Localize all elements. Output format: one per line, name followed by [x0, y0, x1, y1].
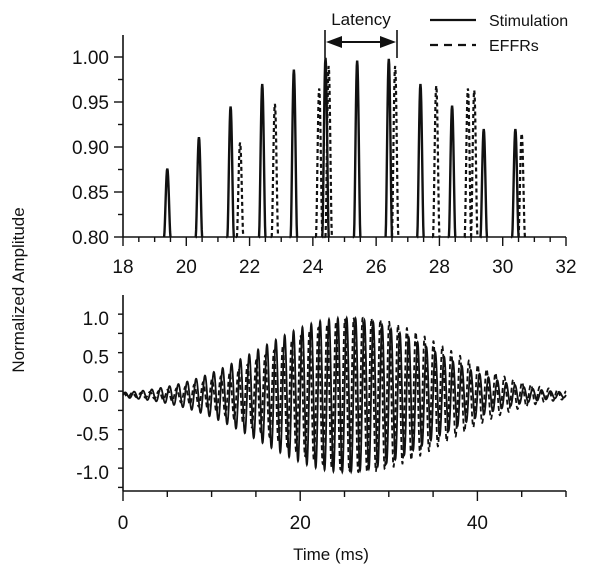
bottom-y-tick-label: 1.0: [83, 309, 109, 330]
top-x-tick-label: 20: [176, 257, 197, 278]
bottom-x-tick-label: 40: [467, 513, 488, 534]
legend-label-stimulation: Stimulation: [489, 13, 568, 30]
top-x-tick-label: 32: [555, 257, 576, 278]
legend-label-effrs: EFFRs: [489, 38, 539, 55]
top-ticks: 18 20 22 24 26 28 30 32 0.80 0.85 0.90 0.95 1.00: [72, 48, 577, 278]
top-x-tick-label: 28: [429, 257, 450, 278]
bottom-ticks: 0 20 40 -1.0 -0.5 0.0 0.5 1.0: [76, 309, 567, 534]
top-panel: 18 20 22 24 26 28 30 32 0.80 0.85 0.90 0.95 1.00 Lat…: [72, 10, 577, 278]
bottom-x-tick-label: 20: [290, 513, 311, 534]
latency-arrow-right-head: [380, 36, 396, 48]
top-peak-stimulation-7: [384, 58, 394, 238]
top-y-tick-label: 0.90: [72, 138, 109, 159]
top-peak-stimulation-11: [510, 128, 520, 239]
top-x-tick-label: 26: [366, 257, 387, 278]
top-y-tick-label: 1.00: [72, 48, 109, 69]
top-peak-effrs-0: [235, 142, 245, 239]
bottom-plot-marks: [122, 315, 567, 475]
bottom-y-tick-label: 0.0: [83, 386, 109, 407]
x-axis-title: Time (ms): [293, 545, 369, 564]
top-peak-effrs-3: [324, 65, 333, 239]
top-x-tick-label: 30: [492, 257, 513, 278]
top-x-tick-label: 22: [239, 257, 260, 278]
bottom-x-tick-label: 0: [118, 513, 129, 534]
bottom-y-tick-label: 0.5: [83, 348, 109, 369]
top-x-tick-label: 24: [302, 257, 324, 278]
bottom-y-tick-label: -0.5: [76, 425, 109, 446]
top-peak-stimulation-1: [194, 136, 204, 239]
top-peak-effrs-7: [469, 90, 479, 239]
latency-annotation: Latency: [324, 10, 398, 58]
bottom-y-tick-label: -1.0: [76, 463, 109, 484]
top-y-tick-label: 0.95: [72, 93, 109, 114]
top-peak-stimulation-8: [416, 83, 425, 239]
top-peak-stimulation-9: [447, 105, 457, 239]
legend: Stimulation EFFRs: [430, 13, 568, 55]
top-peak-effrs-1: [270, 103, 280, 239]
top-y-tick-label: 0.85: [72, 183, 109, 204]
top-peak-effrs-5: [431, 85, 441, 239]
bottom-panel: 0 20 40 -1.0 -0.5 0.0 0.5 1.0 Time (ms): [76, 295, 567, 564]
top-peak-stimulation-2: [226, 106, 235, 239]
bottom-series-effrs: [122, 316, 567, 474]
top-peak-stimulation-0: [162, 168, 172, 238]
top-y-tick-label: 0.80: [72, 228, 109, 249]
top-peak-effrs-4: [390, 65, 400, 239]
top-peak-stimulation-6: [352, 60, 362, 239]
latency-arrow-left-head: [326, 36, 342, 48]
top-peak-effrs-6: [463, 88, 473, 239]
top-peak-effrs-2: [314, 88, 324, 239]
top-peak-stimulation-4: [289, 69, 299, 239]
latency-label: Latency: [331, 10, 391, 29]
top-x-tick-label: 18: [112, 257, 133, 278]
top-plot-marks: [162, 57, 526, 239]
top-peak-stimulation-3: [257, 83, 267, 239]
top-peak-stimulation-10: [479, 128, 489, 239]
y-axis-title: Normalized Amplitude: [9, 207, 28, 372]
